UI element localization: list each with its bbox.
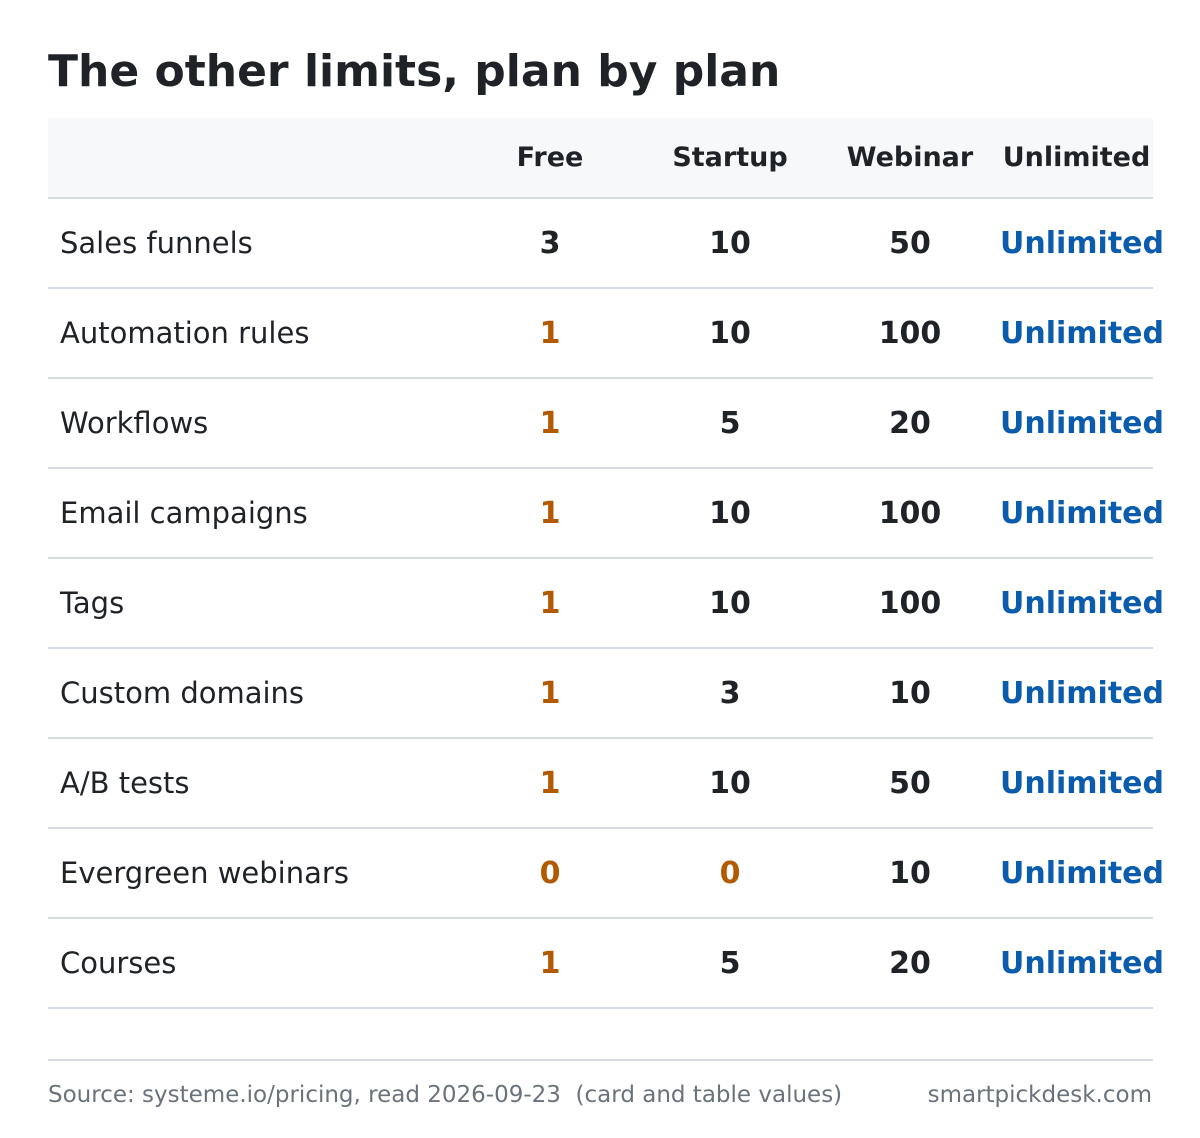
webinar-value: 20 (820, 918, 1000, 1009)
source-note: Source: systeme.io/pricing, read 2026-09… (48, 1082, 843, 1108)
webinar-value: 100 (820, 468, 1000, 559)
table-row: Custom domains 1 3 10 Unlimited (48, 648, 1164, 739)
unlimited-value: Unlimited (1000, 918, 1164, 1009)
table-row: Evergreen webinars 0 0 10 Unlimited (48, 828, 1164, 919)
feature-label: Tags (48, 558, 460, 649)
startup-value: 3 (640, 648, 820, 739)
page-title: The other limits, plan by plan (48, 46, 781, 97)
unlimited-value: Unlimited (1000, 198, 1164, 289)
table-row: Email campaigns 1 10 100 Unlimited (48, 468, 1164, 559)
unlimited-value: Unlimited (1000, 828, 1164, 919)
webinar-value: 10 (820, 828, 1000, 919)
unlimited-value: Unlimited (1000, 738, 1164, 829)
startup-value: 5 (640, 918, 820, 1009)
webinar-value: 100 (820, 288, 1000, 379)
feature-label: Evergreen webinars (48, 828, 460, 919)
unlimited-value: Unlimited (1000, 288, 1164, 379)
free-value: 1 (460, 468, 640, 559)
startup-value: 10 (640, 288, 820, 379)
table-header: Free Startup Webinar Unlimited (48, 118, 1153, 199)
feature-label: Automation rules (48, 288, 460, 379)
free-value: 1 (460, 918, 640, 1009)
webinar-value: 100 (820, 558, 1000, 649)
startup-value: 0 (640, 828, 820, 919)
header-row: Free Startup Webinar Unlimited (48, 118, 1153, 199)
feature-label: Email campaigns (48, 468, 460, 559)
header-startup: Startup (640, 118, 820, 199)
free-value: 1 (460, 558, 640, 649)
table-row: Tags 1 10 100 Unlimited (48, 558, 1164, 649)
table-row: Sales funnels 3 10 50 Unlimited (48, 198, 1164, 289)
table-row: Courses 1 5 20 Unlimited (48, 918, 1164, 1009)
webinar-value: 20 (820, 378, 1000, 469)
plan-limits-table: Free Startup Webinar Unlimited Sales fun… (48, 118, 1164, 1009)
unlimited-value: Unlimited (1000, 558, 1164, 649)
unlimited-value: Unlimited (1000, 468, 1164, 559)
table-body: Sales funnels 3 10 50 Unlimited Automati… (48, 198, 1164, 1009)
feature-label: Workflows (48, 378, 460, 469)
table-row: Workflows 1 5 20 Unlimited (48, 378, 1164, 469)
startup-value: 10 (640, 738, 820, 829)
free-value: 1 (460, 648, 640, 739)
header-webinar: Webinar (820, 118, 1000, 199)
webinar-value: 50 (820, 198, 1000, 289)
webinar-value: 10 (820, 648, 1000, 739)
table-row: Automation rules 1 10 100 Unlimited (48, 288, 1164, 379)
free-value: 1 (460, 288, 640, 379)
free-value: 0 (460, 828, 640, 919)
startup-value: 10 (640, 198, 820, 289)
free-value: 1 (460, 738, 640, 829)
feature-label: Courses (48, 918, 460, 1009)
startup-value: 10 (640, 468, 820, 559)
startup-value: 10 (640, 558, 820, 649)
startup-value: 5 (640, 378, 820, 469)
unlimited-value: Unlimited (1000, 648, 1164, 739)
header-free: Free (460, 118, 640, 199)
feature-label: Sales funnels (48, 198, 460, 289)
header-feature (48, 118, 460, 199)
free-value: 1 (460, 378, 640, 469)
webinar-value: 50 (820, 738, 1000, 829)
unlimited-value: Unlimited (1000, 378, 1164, 469)
table-row: A/B tests 1 10 50 Unlimited (48, 738, 1164, 829)
feature-label: Custom domains (48, 648, 460, 739)
feature-label: A/B tests (48, 738, 460, 829)
footer-divider (48, 1059, 1153, 1061)
header-unlimited: Unlimited (1000, 118, 1153, 199)
site-credit: smartpickdesk.com (927, 1082, 1152, 1108)
free-value: 3 (460, 198, 640, 289)
